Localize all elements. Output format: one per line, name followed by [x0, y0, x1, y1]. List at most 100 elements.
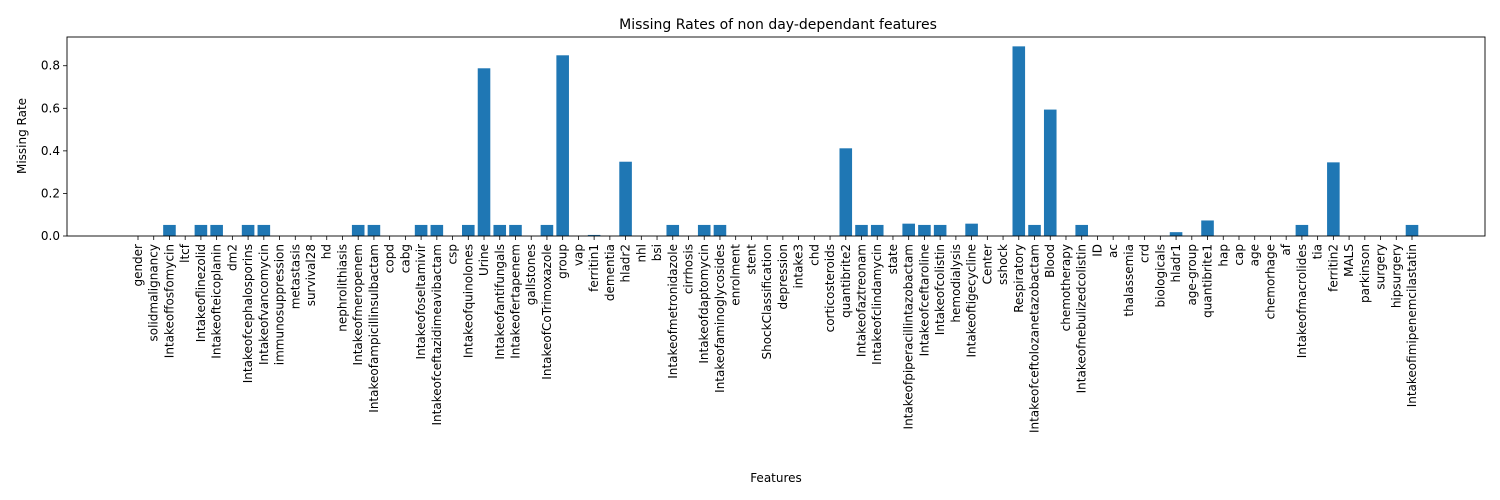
x-tick-label: Intakeofdaptomycin: [697, 244, 711, 364]
x-tick-label: Intakeofaztreonam: [855, 244, 869, 357]
x-tick-label: Intakeoflinezolid: [194, 244, 208, 342]
bar-Intakeofantifungals: [493, 224, 507, 236]
bar-Intakeofteicoplanin: [210, 224, 223, 236]
bar-Intakeofcephalosporins: [241, 224, 255, 236]
x-tick-label: Intakeofcolistin: [933, 244, 947, 335]
x-tick-label: hladr1: [1169, 244, 1183, 282]
chart-title: Missing Rates of non day-dependant featu…: [619, 17, 937, 33]
bar-Intakeofaminoglycosides: [713, 224, 727, 236]
x-tick-label: Respiratory: [1012, 244, 1026, 313]
x-tick-label: hemodialysis: [949, 244, 963, 323]
x-tick-label: Intakeofaminoglycosides: [713, 244, 727, 393]
x-tick-label: metastasis: [288, 244, 302, 309]
bar-hladr1: [1169, 232, 1183, 236]
bar-Intakeoftigecycline: [965, 223, 978, 236]
x-tick-label: parkinson: [1358, 244, 1372, 303]
x-tick-label: corticosteroids: [823, 244, 837, 332]
x-tick-label: intake3: [792, 244, 806, 289]
bar-Intakeofimipenemcilastatin: [1405, 224, 1419, 236]
x-tick-label: csp: [446, 244, 460, 264]
bar-quantibrite1: [1201, 220, 1214, 236]
x-tick-label: dm2: [225, 244, 239, 271]
x-tick-label: Blood: [1043, 244, 1057, 278]
x-tick-label: immunosuppression: [273, 244, 287, 365]
x-tick-label: Intakeoftigecycline: [965, 244, 979, 357]
x-tick-label: Intakeofmetronidazole: [666, 244, 680, 379]
bar-Intakeofcolistin: [933, 224, 947, 236]
x-tick-label: Intakeofoseltamivir: [414, 244, 428, 360]
bar-Intakeoflinezolid: [194, 224, 208, 236]
x-tick-label: crd: [1138, 244, 1152, 263]
x-tick-label: gender: [131, 244, 145, 287]
x-tick-label: copd: [383, 244, 397, 273]
x-axis-label: Features: [750, 471, 802, 485]
y-tick-label: 0.2: [41, 186, 60, 200]
x-tick-label: chemorhage: [1263, 244, 1277, 319]
x-tick-label: dementia: [603, 244, 617, 301]
x-tick-label: tia: [1311, 244, 1325, 259]
bar-Blood: [1043, 109, 1057, 236]
bar-hladr2: [619, 161, 632, 236]
x-tick-label: quantibrite1: [1201, 244, 1215, 318]
x-tick-label: Intakeofnebulizedcolistin: [1075, 244, 1089, 393]
bar-quantibrite2: [839, 148, 853, 236]
x-tick-label: Intakeofceftaroline: [917, 244, 931, 356]
x-tick-label: vap: [571, 244, 585, 266]
bar-Intakeofceftolozanetazobactam: [1028, 224, 1041, 236]
x-tick-label: cabg: [398, 244, 412, 273]
bars-group: [163, 46, 1419, 236]
bar-Intakeofpiperacillintazobactam: [902, 223, 915, 236]
x-tick-label: Intakeofampicillinsulbactam: [367, 244, 381, 413]
bar-Intakeofceftaroline: [918, 224, 931, 236]
x-tick-label: bsi: [650, 244, 664, 261]
bar-Intakeofmetronidazole: [666, 224, 680, 236]
x-tick-label: ID: [1090, 244, 1104, 257]
bar-Intakeofoseltamivir: [414, 224, 428, 236]
x-tick-label: nhl: [634, 244, 648, 263]
bar-Intakeofaztreonam: [855, 224, 868, 236]
bar-Intakeofmeropenem: [351, 224, 365, 236]
y-axis: 0.0 0.2 0.4 0.6 0.8: [41, 59, 67, 243]
x-tick-label: hladr2: [619, 244, 633, 282]
x-tick-label: surgery: [1374, 244, 1388, 290]
x-tick-label: Intakeofceftazidimeavibactam: [430, 244, 444, 426]
x-tick-label: ferritin1: [587, 244, 601, 292]
x-tick-label: Intakeofcephalosporins: [241, 244, 255, 383]
x-tick-label: Intakeofertapenem: [508, 244, 522, 359]
x-tick-label: survival28: [304, 244, 318, 306]
bar-Intakeofvancomycin: [257, 224, 271, 236]
x-tick-label: Intakeofimipenemcilastatin: [1405, 244, 1419, 407]
bar-Intakeofnebulizedcolistin: [1075, 224, 1088, 236]
x-tick-label: depression: [776, 244, 790, 309]
bar-Intakeoffosfomycin: [163, 224, 176, 236]
x-tick-label: thalassemia: [1122, 244, 1136, 317]
x-tick-label: Intakeoffosfomycin: [162, 244, 176, 358]
x-tick-label: state: [886, 244, 900, 274]
x-tick-label: quantibrite2: [839, 244, 853, 318]
bar-Urine: [477, 68, 491, 236]
x-tick-label: Intakeofantifungals: [493, 244, 507, 360]
y-tick-label: 0.6: [41, 101, 60, 115]
bar-group: [556, 55, 569, 236]
x-tick-label: age: [1248, 244, 1262, 266]
bar-Intakeofdaptomycin: [697, 224, 711, 236]
bar-Intakeofertapenem: [509, 224, 522, 236]
x-tick-label: hap: [1216, 244, 1230, 267]
x-tick-label: sshock: [996, 244, 1010, 285]
x-tick-label: gallstones: [524, 244, 538, 305]
x-tick-label: enrolment: [729, 244, 743, 306]
y-axis-label: Missing Rate: [15, 98, 29, 174]
x-tick-label: Intakeofceftolozanetazobactam: [1028, 244, 1042, 433]
x-tick-label: Intakeofpiperacillintazobactam: [902, 244, 916, 429]
bar-ferritin1: [587, 234, 601, 236]
x-tick-label: hipsurgery: [1389, 244, 1403, 308]
x-tick-label: Intakeofclindamycin: [870, 244, 884, 365]
bar-Intakeofclindamycin: [870, 224, 884, 236]
x-tick-label: ShockClassification: [760, 244, 774, 360]
x-tick-label: hd: [320, 244, 334, 259]
y-tick-label: 0.4: [41, 144, 60, 158]
x-tick-label: IntakeofCoTrimoxazole: [540, 244, 554, 380]
x-tick-label: chd: [807, 244, 821, 266]
bar-Intakeofampicillinsulbactam: [367, 224, 381, 236]
